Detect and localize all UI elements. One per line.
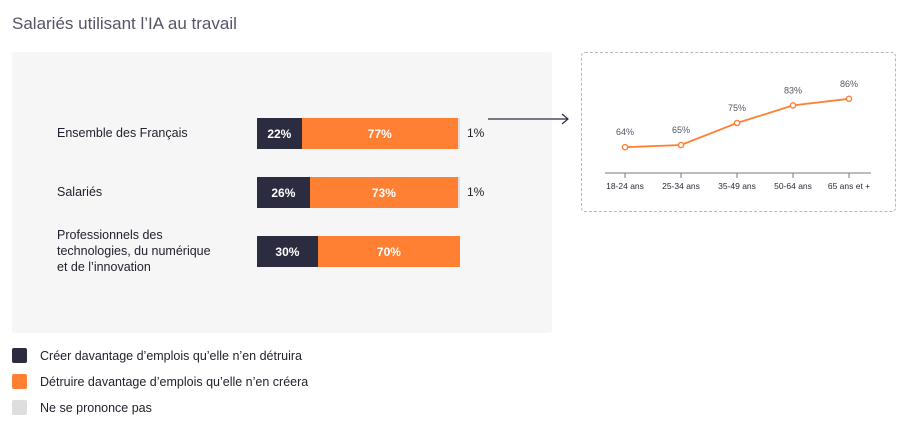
data-label: 26%: [271, 185, 296, 200]
bar-segment-create: 26%: [257, 177, 310, 208]
data-label: 77%: [367, 126, 392, 141]
age-line-chart-panel: 18-24 ans 25-34 ans 35-49 ans 50-64 ans 65 a…: [581, 52, 896, 212]
data-point: [677, 141, 685, 149]
data-label: 86%: [840, 79, 858, 89]
data-label: 75%: [728, 103, 746, 113]
data-label: 64%: [616, 127, 634, 137]
data-point: [621, 143, 629, 151]
x-tick-label: 25-34 ans: [662, 181, 700, 191]
x-tick-label: 50-64 ans: [774, 181, 812, 191]
legend-item-no-opinion: Ne se prononce pas: [12, 400, 152, 415]
legend-label: Créer davantage d’emplois qu’elle n’en d…: [40, 348, 302, 363]
legend-swatch: [12, 348, 27, 363]
row-label-professionnels: Professionnels des technologies, du numé…: [57, 227, 237, 275]
row-label-ensemble: Ensemble des Français: [57, 125, 237, 141]
legend-swatch: [12, 400, 27, 415]
row-label-line: Ensemble des Français: [57, 126, 188, 140]
data-label-no-opinion: 1%: [467, 185, 485, 199]
chart-title: Salariés utilisant l’IA au travail: [12, 14, 237, 33]
legend-item-create: Créer davantage d’emplois qu’elle n’en d…: [12, 348, 302, 363]
age-line-chart: 18-24 ans 25-34 ans 35-49 ans 50-64 ans 65 a…: [605, 79, 871, 191]
bar-professionnels: 30% 70%: [257, 236, 460, 267]
x-tick-label: 65 ans et +: [828, 181, 870, 191]
data-point: [789, 102, 797, 109]
data-label: 70%: [376, 244, 401, 259]
legend-label: Détruire davantage d’emplois qu’elle n’e…: [40, 374, 309, 389]
bar-ensemble: 22% 77%: [257, 118, 460, 149]
data-label: 83%: [784, 85, 802, 95]
data-point: [845, 95, 853, 103]
row-label-line: et de l’innovation: [57, 260, 151, 274]
row-label-salaries: Salariés: [57, 184, 237, 200]
bar-segment-destroy: 77%: [301, 118, 458, 149]
row-label-line: Professionnels des: [57, 228, 163, 242]
x-tick-label: 18-24 ans: [606, 181, 644, 191]
bar-segment-create: 30%: [257, 236, 318, 267]
bar-segment-no-opinion: [457, 177, 460, 208]
legend-item-destroy: Détruire davantage d’emplois qu’elle n’e…: [12, 374, 308, 389]
bar-segment-destroy: 73%: [309, 177, 458, 208]
data-label: 65%: [672, 125, 690, 135]
data-label: 30%: [275, 244, 300, 259]
bar-segment-destroy: 70%: [317, 236, 460, 267]
row-label-line: Salariés: [57, 185, 103, 199]
bar-salaries: 26% 73%: [257, 177, 460, 208]
data-label-no-opinion: 1%: [467, 126, 485, 140]
data-point: [733, 119, 741, 127]
legend-label: Ne se prononce pas: [40, 400, 152, 415]
x-tick-label: 35-49 ans: [718, 181, 756, 191]
bar-segment-no-opinion: [457, 118, 460, 149]
row-label-line: technologies, du numérique: [57, 244, 211, 258]
bar-segment-create: 22%: [257, 118, 302, 149]
data-label: 22%: [267, 126, 292, 141]
data-label: 73%: [371, 185, 396, 200]
legend-swatch: [12, 374, 27, 389]
arrow-icon: [488, 113, 569, 125]
